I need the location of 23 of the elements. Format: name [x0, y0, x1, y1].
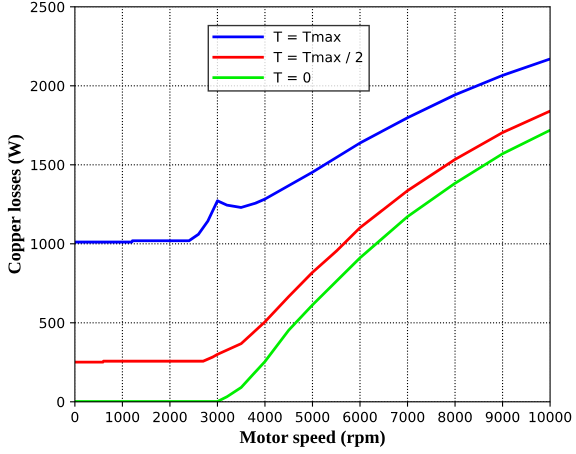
legend-label: T = Tmax	[274, 32, 341, 42]
x-tick-label: 7000	[390, 412, 424, 422]
x-tick-label: 4000	[248, 412, 282, 422]
y-tick-label: 2000	[30, 80, 64, 92]
x-tick-label: 8000	[438, 412, 472, 422]
y-tick-label: 1000	[31, 238, 64, 250]
legend-label: T = Tmax / 2	[274, 52, 362, 64]
y-axis-title: Copper losses (W)	[8, 135, 24, 274]
y-tick-label: 2500	[30, 2, 64, 12]
x-tick-label: 10000	[530, 412, 572, 422]
x-tick-label: 5000	[296, 412, 330, 422]
x-axis-title: Motor speed (rpm)	[240, 430, 385, 447]
x-tick-label: 9000	[486, 412, 520, 422]
line-series	[74, 110, 550, 364]
x-tick-label: 1000	[106, 412, 140, 422]
x-tick-label: 3000	[200, 412, 234, 422]
x-tick-label: 2000	[153, 412, 187, 422]
y-tick-label: 1500	[31, 160, 64, 170]
x-tick-label: 0	[71, 412, 78, 422]
y-tick-label: 500	[40, 318, 64, 328]
legend-label: T = 0	[274, 72, 310, 83]
y-tick-label: 0	[57, 396, 64, 408]
x-tick-label: 6000	[343, 412, 377, 422]
